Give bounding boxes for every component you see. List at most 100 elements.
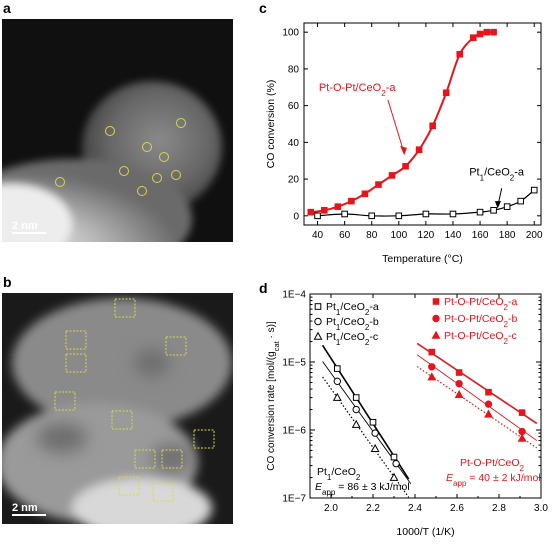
data-point bbox=[427, 372, 437, 381]
data-point bbox=[351, 419, 361, 428]
y-tick-label: 40 bbox=[288, 138, 300, 149]
y-tick-label: 80 bbox=[288, 64, 300, 75]
data-point bbox=[334, 203, 342, 210]
data-point bbox=[442, 89, 450, 97]
legend-label: Pt1/CeO2-c bbox=[326, 331, 378, 347]
x-tick-label: 60 bbox=[339, 230, 351, 241]
cluster-markers bbox=[54, 298, 215, 502]
legend-marker bbox=[431, 330, 441, 339]
data-point bbox=[307, 208, 315, 216]
legend-label: Pt1/CeO2-b bbox=[326, 316, 379, 332]
data-point bbox=[369, 418, 377, 426]
data-point bbox=[429, 122, 436, 130]
data-point bbox=[455, 369, 463, 376]
y-tick-label: 60 bbox=[288, 101, 300, 112]
x-tick-label: 2.2 bbox=[366, 503, 380, 514]
data-point bbox=[455, 379, 463, 388]
y-tick-label: 1E−6 bbox=[282, 426, 306, 437]
scale-label-b: 2 nm bbox=[12, 502, 38, 514]
arrhenius-chart: 2.0 2.2 2.4 2.6 2.8 3.0 1E−7 1E−6 1E−5 1E−4 Pt1/C… bbox=[266, 290, 548, 539]
data-point bbox=[352, 394, 360, 401]
y-tick-label: 1E−5 bbox=[282, 358, 306, 369]
legend-marker bbox=[313, 331, 323, 340]
data-point bbox=[321, 207, 328, 214]
series-label-pt1: Pt1/CeO2-a bbox=[469, 166, 525, 182]
data-point bbox=[402, 162, 409, 170]
data-point bbox=[428, 348, 436, 356]
x-tick-label: 100 bbox=[390, 230, 407, 241]
data-point bbox=[484, 400, 493, 408]
data-point bbox=[392, 459, 400, 468]
data-point bbox=[490, 207, 497, 214]
y-tick-label: 1E−4 bbox=[282, 290, 306, 301]
panel-letter-a: a bbox=[3, 0, 11, 16]
legend-label: Pt-O-Pt/CeO2-b bbox=[444, 313, 517, 329]
series-label-pt-o-pt: Pt-O-Pt/CeO2-a bbox=[319, 82, 396, 98]
x-tick-label: 2.4 bbox=[408, 503, 422, 514]
arrhenius-chart-ylabel: CO conversion rate [mol/(gcat · s)] bbox=[266, 321, 281, 471]
series-line-pt-o-pt bbox=[310, 31, 494, 214]
data-point bbox=[390, 453, 398, 461]
legend-label: Pt-O-Pt/CeO2-c bbox=[444, 330, 517, 346]
fit-line bbox=[416, 342, 538, 425]
y-tick-label: 1E−7 bbox=[282, 494, 306, 505]
x-tick-label: 140 bbox=[445, 230, 462, 241]
data-point bbox=[456, 50, 464, 58]
data-point bbox=[454, 389, 464, 399]
data-point bbox=[370, 443, 380, 453]
data-point bbox=[333, 377, 342, 386]
data-point bbox=[368, 212, 376, 220]
data-point bbox=[476, 208, 484, 216]
y-tick-label: 0 bbox=[293, 211, 299, 222]
data-point bbox=[476, 30, 484, 38]
conversion-chart-frame bbox=[303, 22, 542, 226]
arrowhead-pt-o-pt bbox=[400, 146, 407, 156]
fit-line bbox=[416, 354, 538, 441]
legend-marker bbox=[432, 298, 440, 305]
conversion-chart-xlabel: Temperature (°C) bbox=[382, 253, 463, 265]
data-point bbox=[469, 34, 477, 41]
data-point bbox=[332, 392, 342, 401]
legend-label: Pt1/CeO2-a bbox=[326, 301, 379, 317]
x-tick-label: 3.0 bbox=[534, 503, 548, 514]
conversion-chart: 40 60 80 100 120 140 160 180 200 0 20 40 60 80 100 Tem… bbox=[265, 22, 543, 265]
data-point bbox=[388, 172, 396, 179]
data-point bbox=[517, 197, 524, 205]
data-point bbox=[484, 409, 493, 418]
scale-label-a: 2 nm bbox=[12, 220, 38, 232]
arrhenius-chart-frame bbox=[309, 293, 542, 499]
data-point bbox=[389, 472, 399, 481]
data-point bbox=[361, 190, 369, 198]
data-point bbox=[375, 181, 382, 188]
data-point bbox=[334, 365, 341, 372]
data-point bbox=[428, 363, 436, 371]
micrograph-a: 2 nm bbox=[2, 19, 233, 242]
panel-letter-d: d bbox=[259, 280, 268, 296]
annotation-pt-o-pt-title: Pt-O-Pt/CeO2 bbox=[460, 457, 525, 473]
data-point bbox=[314, 212, 321, 220]
micrograph-b: 2 nm bbox=[2, 293, 233, 524]
panel-letter-c: c bbox=[259, 0, 267, 16]
x-tick-label: 2.8 bbox=[492, 503, 506, 514]
data-point bbox=[348, 197, 355, 205]
micrograph-a-image: 2 nm bbox=[2, 19, 233, 242]
data-point bbox=[422, 210, 430, 218]
data-point bbox=[449, 210, 457, 218]
legend-marker bbox=[432, 314, 440, 323]
legend-label: Pt-O-Pt/CeO2-a bbox=[444, 296, 517, 312]
x-tick-label: 80 bbox=[366, 230, 378, 241]
arrhenius-chart-xlabel: 1000/T (1/K) bbox=[396, 526, 454, 538]
x-tick-label: 2.0 bbox=[324, 503, 338, 514]
x-tick-label: 200 bbox=[526, 230, 543, 241]
data-point bbox=[352, 405, 360, 414]
panel-letter-b: b bbox=[3, 274, 12, 290]
data-point bbox=[517, 433, 527, 442]
data-point bbox=[503, 203, 511, 210]
data-point bbox=[518, 409, 526, 416]
annotation-pt-o-pt-eapp: Eapp = 40 ± 2 kJ/mol bbox=[446, 472, 541, 488]
x-tick-label: 160 bbox=[472, 230, 489, 241]
legend-marker bbox=[314, 303, 322, 310]
annotation-pt1-title: Pt1/CeO2 bbox=[317, 466, 361, 482]
data-point bbox=[483, 28, 491, 36]
y-tick-label: 100 bbox=[282, 28, 299, 39]
